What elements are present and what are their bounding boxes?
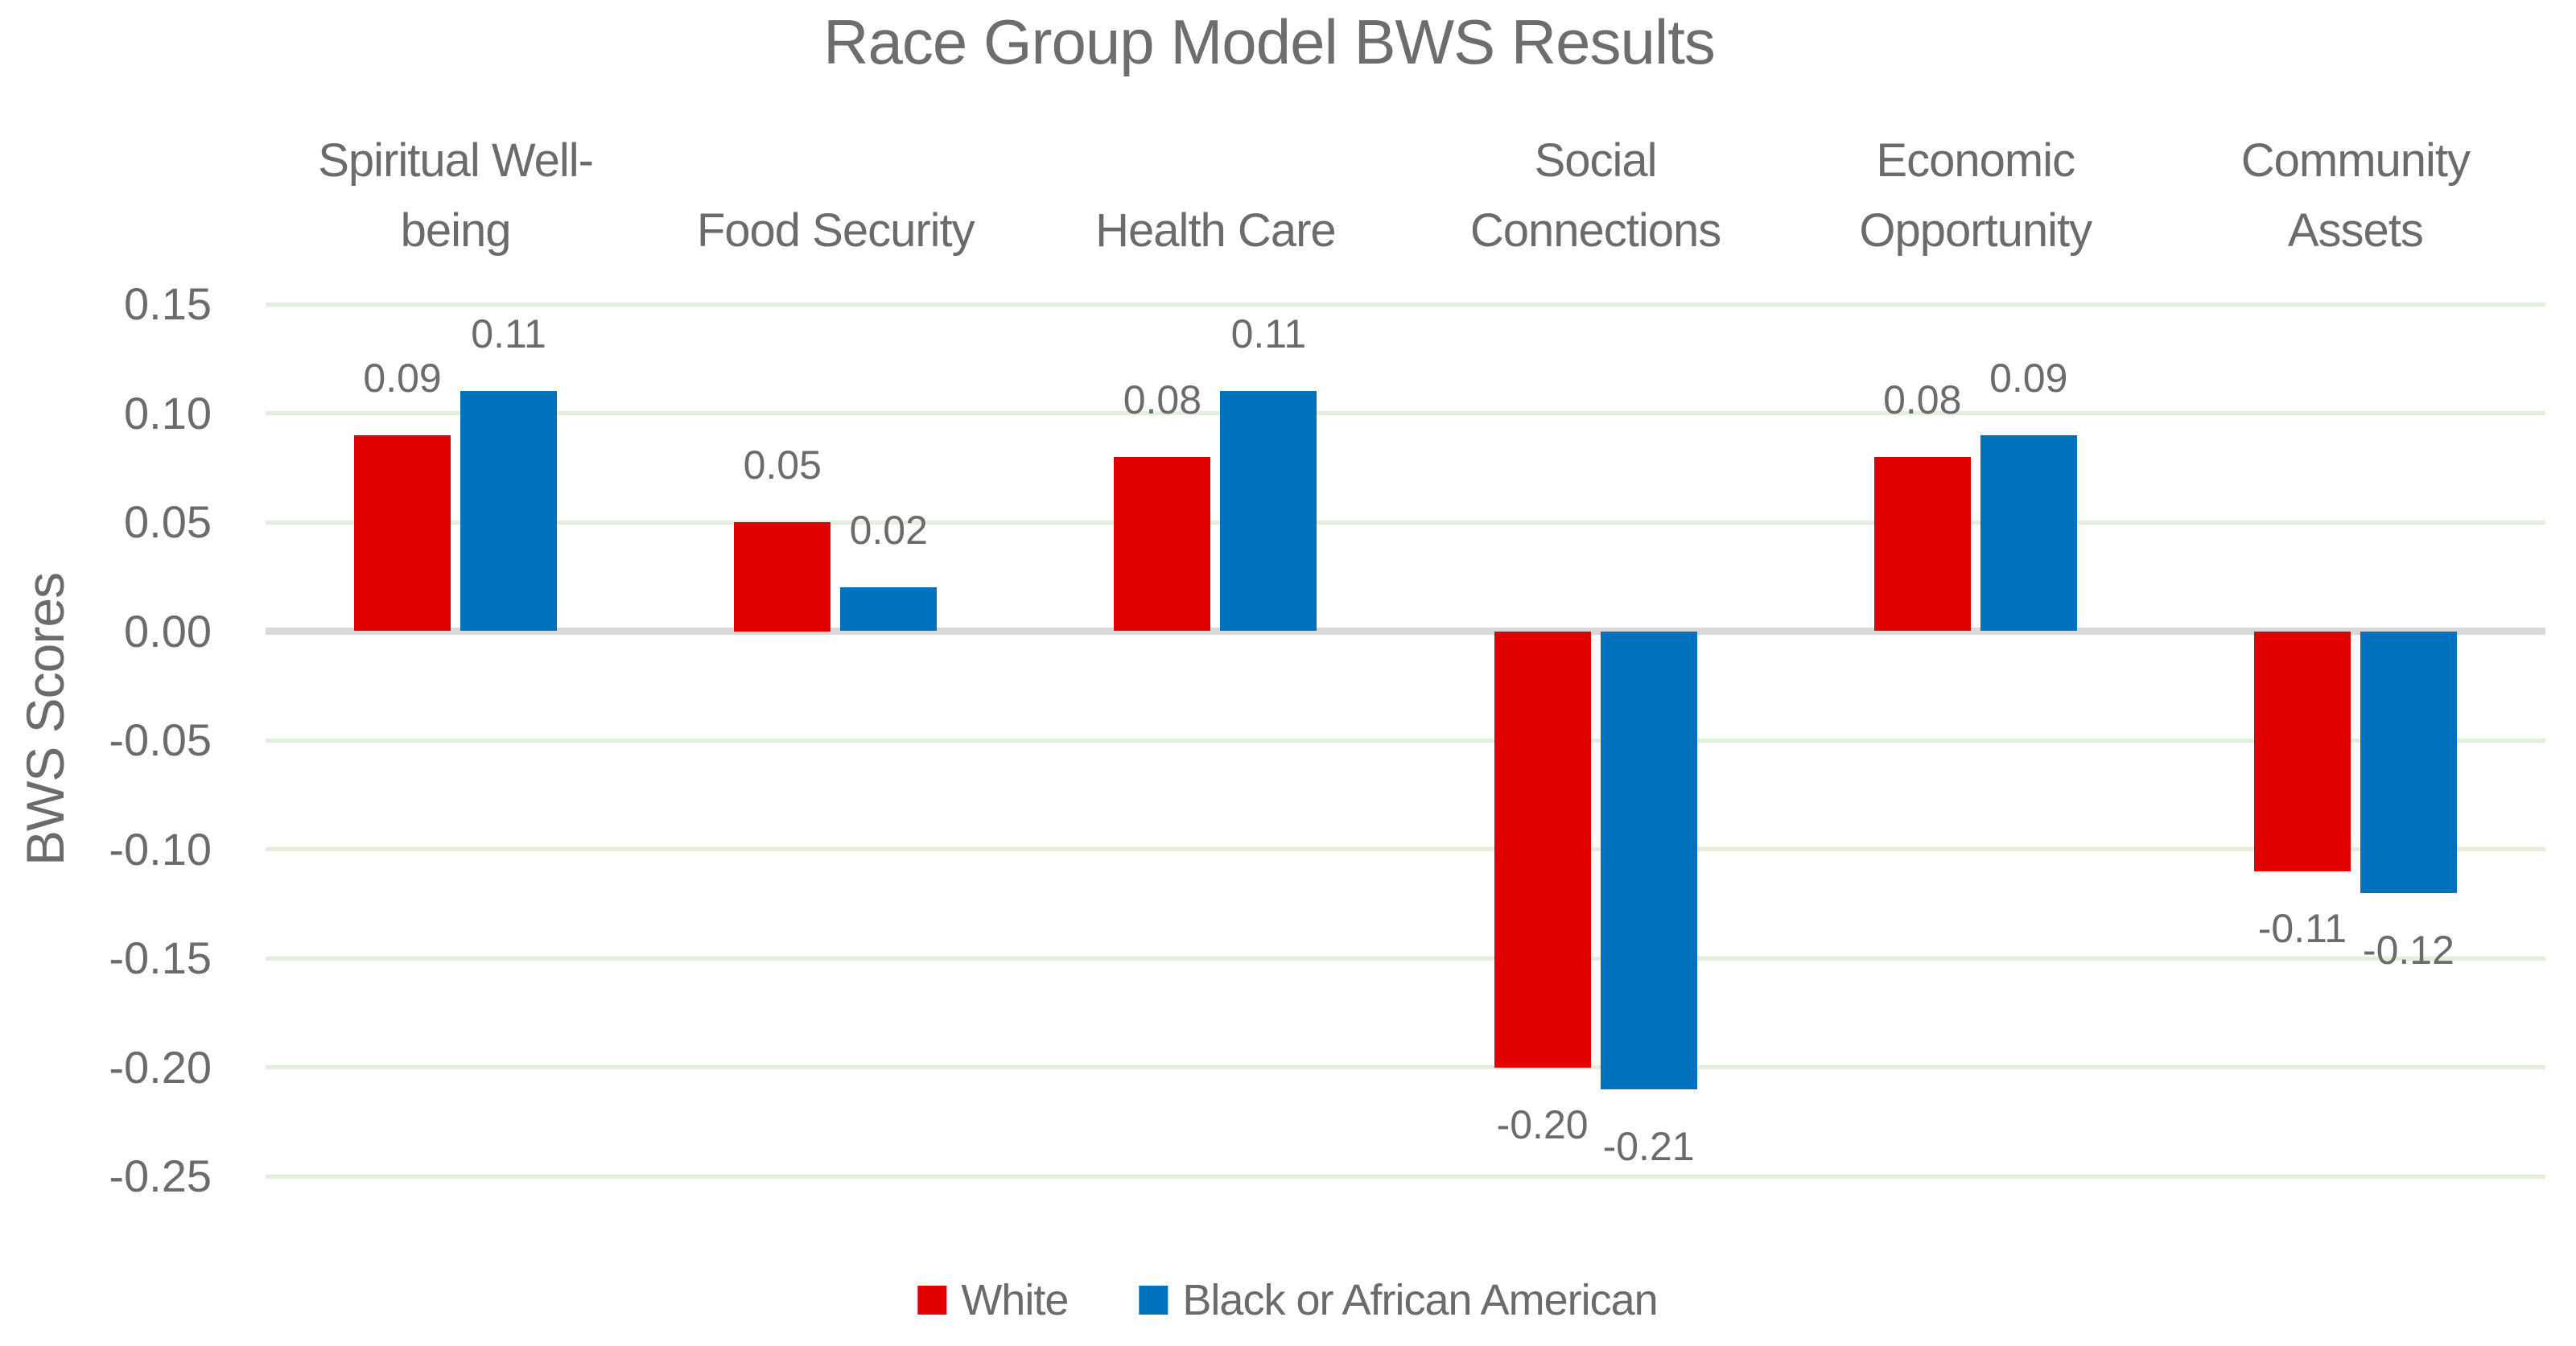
category-label-line: Connections	[1469, 204, 1721, 257]
y-tick-label: 0.10	[124, 387, 212, 438]
category-label-line: Assets	[2287, 204, 2424, 257]
gridline	[266, 1065, 2545, 1069]
y-tick-label: -0.25	[109, 1150, 212, 1201]
bar-black-or-african-american	[2360, 631, 2457, 893]
category-label: Spiritual Well-being	[266, 126, 645, 265]
gridline	[266, 302, 2545, 307]
bar-black-or-african-american	[840, 587, 938, 632]
gridline	[266, 738, 2545, 743]
category-label-line: Opportunity	[1859, 204, 2092, 257]
bar-black-or-african-american	[1220, 391, 1317, 632]
gridline	[266, 411, 2545, 415]
chart-title: Race Group Model BWS Results	[823, 6, 1716, 77]
data-label: -0.12	[2362, 927, 2454, 973]
category-label: Community Assets	[2166, 126, 2545, 265]
category-label-line: Economic	[1876, 134, 2075, 187]
gridline	[266, 1174, 2545, 1179]
y-tick-label: -0.20	[109, 1041, 212, 1093]
category-label-line: Spiritual Well-	[318, 134, 594, 187]
y-tick-label: 0.15	[124, 278, 212, 329]
bar-black-or-african-american	[1980, 434, 2077, 632]
bar-white	[2253, 631, 2351, 871]
category-label-line: Health Care	[1095, 204, 1336, 257]
bar-white	[1114, 456, 1211, 632]
gridline	[266, 956, 2545, 961]
category-label: Food Security	[645, 126, 1025, 265]
y-tick-label: 0.00	[124, 605, 212, 657]
legend-label: Black or African American	[1182, 1276, 1658, 1324]
y-tick-label: -0.15	[109, 932, 212, 983]
bar-white	[354, 434, 451, 632]
data-label: -0.20	[1496, 1101, 1589, 1147]
bar-white	[1873, 456, 1971, 632]
legend-item: White	[917, 1275, 1069, 1325]
gridline	[266, 847, 2545, 851]
bar-white	[734, 522, 831, 632]
data-label: 0.08	[1123, 377, 1202, 422]
y-tick-label: -0.05	[109, 714, 212, 765]
category-label: Economic Opportunity	[1786, 126, 2166, 265]
y-tick-label: -0.10	[109, 823, 212, 875]
bar-black-or-african-american	[1600, 631, 1697, 1089]
legend-item: Black or African American	[1139, 1275, 1659, 1325]
data-label: 0.02	[849, 508, 928, 554]
data-label: 0.08	[1883, 377, 1962, 422]
data-label: 0.11	[1230, 311, 1307, 357]
bar-black-or-african-american	[460, 391, 558, 632]
zero-axis-line	[266, 628, 2545, 635]
category-label: Health Care	[1025, 126, 1405, 265]
data-label: -0.11	[2257, 905, 2347, 951]
data-label: 0.09	[1989, 355, 2068, 401]
legend-swatch-icon	[917, 1286, 947, 1315]
category-label-line: Community	[2240, 134, 2471, 187]
category-label-line: Food Security	[696, 204, 975, 257]
category-label: Social Connections	[1406, 126, 1786, 265]
bar-white	[1494, 631, 1591, 1068]
y-tick-label: 0.05	[124, 496, 212, 547]
legend: White Black or African American	[917, 1275, 1659, 1325]
data-label: -0.21	[1602, 1123, 1695, 1169]
data-label: 0.05	[743, 442, 822, 488]
legend-label: White	[961, 1276, 1069, 1324]
legend-swatch-icon	[1139, 1286, 1168, 1315]
data-label: 0.11	[471, 311, 546, 357]
category-label-line: being	[400, 204, 512, 257]
category-label-line: Social	[1534, 134, 1658, 187]
data-label: 0.09	[363, 355, 442, 401]
gridline	[266, 520, 2545, 525]
